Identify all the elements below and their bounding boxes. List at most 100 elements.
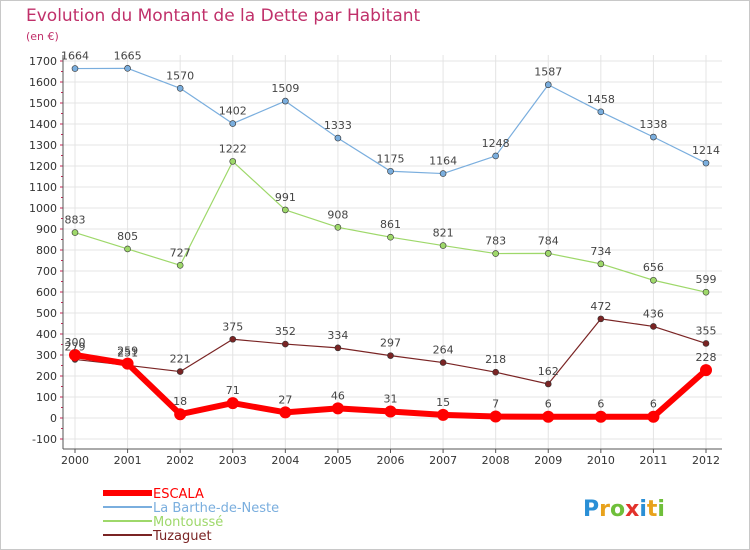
- data-point-la-barthe-de-neste: [176, 85, 184, 92]
- data-point-montousse: [124, 245, 131, 253]
- x-tick-label: 2006: [377, 454, 405, 467]
- y-tick-label: 600: [36, 286, 57, 299]
- data-point-la-barthe-de-neste: [492, 152, 499, 160]
- data-point-la-barthe-de-neste: [229, 120, 237, 127]
- data-point-montousse: [597, 260, 605, 268]
- y-tick-label: 100: [36, 391, 57, 404]
- data-label-tuzaguet: 279: [65, 340, 86, 353]
- data-point-escala: [489, 410, 502, 423]
- data-label-montousse: 991: [275, 191, 296, 204]
- data-point-montousse: [229, 158, 237, 165]
- data-point-montousse: [387, 233, 394, 241]
- data-label-tuzaguet: 472: [590, 300, 611, 313]
- data-label-la-barthe-de-neste: 1665: [114, 49, 142, 62]
- y-tick-label: 500: [36, 307, 57, 320]
- data-point-tuzaguet: [229, 335, 237, 343]
- legend-label: Tuzaguet: [152, 529, 212, 544]
- data-label-escala: 6: [650, 398, 657, 411]
- data-point-montousse: [544, 250, 552, 257]
- data-label-escala: 27: [278, 393, 292, 406]
- data-label-escala: 7: [492, 398, 499, 411]
- data-point-montousse: [334, 224, 342, 231]
- data-point-tuzaguet: [282, 340, 289, 348]
- data-label-la-barthe-de-neste: 1338: [639, 118, 667, 131]
- series-lines: [69, 65, 712, 423]
- data-point-montousse: [176, 262, 184, 269]
- data-point-la-barthe-de-neste: [334, 134, 342, 142]
- data-point-tuzaguet: [702, 340, 710, 347]
- data-point-la-barthe-de-neste: [650, 133, 657, 141]
- data-label-tuzaguet: 375: [222, 320, 243, 333]
- data-label-montousse: 783: [485, 235, 506, 248]
- data-label-tuzaguet: 251: [117, 346, 138, 359]
- y-tick-label: 300: [36, 349, 57, 362]
- y-tick-label: 1300: [29, 139, 57, 152]
- data-label-la-barthe-de-neste: 1664: [61, 50, 89, 63]
- x-tick-label: 2011: [639, 454, 667, 467]
- data-point-escala: [542, 410, 555, 423]
- data-label-montousse: 727: [170, 246, 191, 259]
- data-point-tuzaguet: [439, 359, 447, 366]
- data-label-tuzaguet: 334: [327, 329, 348, 342]
- data-label-tuzaguet: 436: [643, 307, 664, 320]
- data-point-escala: [121, 357, 134, 370]
- axes: -100 0 100 200 300 400 500 600 700 800 900 1000 1100…: [29, 55, 722, 467]
- data-label-escala: 259: [117, 345, 138, 358]
- x-tick-label: 2005: [324, 454, 352, 467]
- x-tick-label: 2008: [482, 454, 510, 467]
- data-label-escala: 228: [696, 351, 717, 364]
- data-label-la-barthe-de-neste: 1458: [587, 93, 615, 106]
- legend-label: Montoussé: [153, 515, 223, 530]
- data-label-montousse: 805: [117, 230, 138, 243]
- data-point-la-barthe-de-neste: [124, 65, 131, 72]
- data-point-tuzaguet: [544, 380, 552, 388]
- data-point-tuzaguet: [176, 368, 184, 375]
- data-label-la-barthe-de-neste: 1333: [324, 119, 352, 132]
- grid-lines: [63, 55, 722, 449]
- data-point-la-barthe-de-neste: [282, 97, 289, 105]
- x-tick-label: 2002: [166, 454, 194, 467]
- data-label-la-barthe-de-neste: 1587: [534, 66, 562, 79]
- data-point-montousse: [439, 242, 447, 249]
- data-point-escala: [594, 410, 607, 423]
- data-point-escala: [174, 408, 187, 421]
- x-tick-label: 2004: [271, 454, 299, 467]
- y-tick-label: 200: [36, 370, 57, 383]
- y-tick-label: 1400: [29, 118, 57, 131]
- y-tick-label: -100: [32, 433, 57, 446]
- data-label-tuzaguet: 264: [433, 344, 454, 357]
- data-label-tuzaguet: 297: [380, 337, 401, 350]
- data-point-tuzaguet: [650, 323, 657, 330]
- proxiti-logo: Proxiti: [583, 497, 665, 522]
- data-point-escala: [279, 406, 292, 419]
- data-label-montousse: 656: [643, 261, 664, 274]
- data-label-escala: 31: [384, 392, 398, 405]
- data-label-escala: 15: [436, 396, 450, 409]
- y-tick-label: 1000: [29, 202, 57, 215]
- data-point-tuzaguet: [597, 315, 605, 323]
- x-tick-label: 2001: [114, 454, 142, 467]
- x-tick-label: 2003: [219, 454, 247, 467]
- data-label-montousse: 821: [433, 227, 454, 240]
- data-label-montousse: 908: [327, 208, 348, 221]
- chart-subtitle: (en €): [26, 30, 59, 43]
- x-tick-label: 2000: [61, 454, 89, 467]
- data-label-la-barthe-de-neste: 1509: [271, 82, 299, 95]
- y-tick-label: 700: [36, 265, 57, 278]
- y-tick-label: 1600: [29, 76, 57, 89]
- data-label-tuzaguet: 355: [696, 324, 717, 337]
- data-point-tuzaguet: [492, 368, 499, 376]
- data-label-la-barthe-de-neste: 1175: [377, 152, 405, 165]
- data-label-la-barthe-de-neste: 1248: [482, 137, 510, 150]
- data-point-escala: [226, 397, 239, 410]
- data-point-la-barthe-de-neste: [597, 108, 605, 116]
- data-label-tuzaguet: 218: [485, 353, 506, 366]
- data-label-escala: 18: [173, 395, 187, 408]
- data-point-la-barthe-de-neste: [439, 170, 447, 177]
- data-label-montousse: 734: [590, 245, 611, 258]
- data-label-montousse: 1222: [219, 142, 247, 155]
- x-tick-label: 2010: [587, 454, 615, 467]
